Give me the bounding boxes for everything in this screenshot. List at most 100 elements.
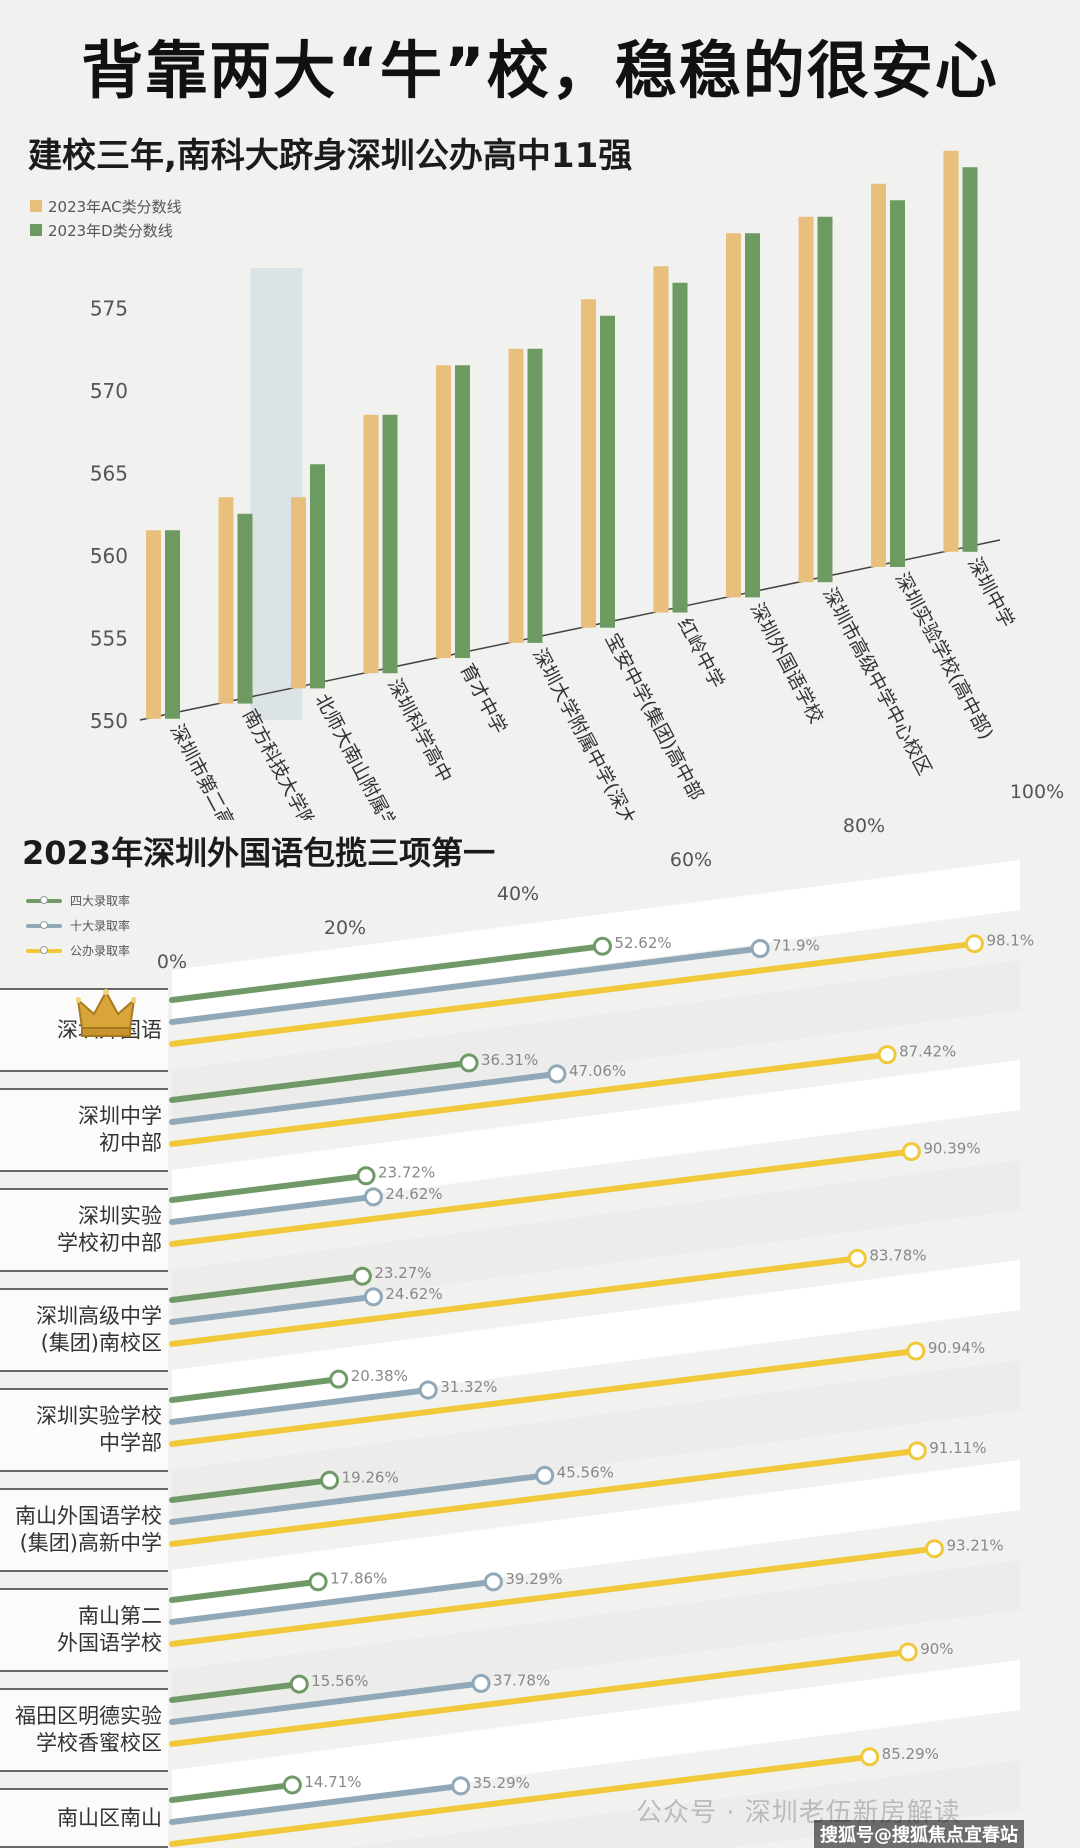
rate-value-top4: 36.31% — [481, 1051, 538, 1069]
y-tick-label: 555 — [90, 627, 128, 651]
rate-line-top10 — [169, 1070, 560, 1125]
bar-chart: 550555560565570575深圳市第二高级中学南方科技大学附属中学北师大… — [90, 150, 1018, 820]
rate-value-public: 83.78% — [869, 1246, 926, 1264]
legend-swatch-ac — [30, 200, 42, 212]
school-name-line: 南山第二 — [78, 1604, 162, 1628]
rate-line-top4 — [169, 1477, 333, 1503]
rate-line-top10 — [169, 1193, 377, 1225]
rate-point-top10 — [363, 1187, 383, 1207]
rate-point-public — [901, 1142, 921, 1162]
rate-point-public — [877, 1045, 897, 1065]
school-label: 深圳高级中学 (集团)南校区 — [0, 1288, 168, 1372]
rate-value-top10: 24.62% — [385, 1285, 442, 1303]
y-tick-label: 565 — [90, 462, 128, 486]
legend-item-public: 公办录取率 — [26, 938, 130, 963]
rate-value-top10: 71.9% — [772, 936, 820, 954]
row-band — [172, 1460, 1020, 1620]
rate-point-public — [898, 1642, 918, 1662]
rate-line-top10 — [169, 1472, 548, 1525]
bar-d — [382, 414, 398, 674]
rate-line-top4 — [169, 1376, 342, 1403]
legend-item-ac: 2023年AC类分数线 — [30, 194, 182, 218]
school-name-line: (集团)高新中学 — [19, 1531, 162, 1555]
rate-line-top10 — [169, 1578, 497, 1625]
bar-ac — [943, 150, 959, 552]
rate-chart-title: 2023年深圳外国语包揽三项第一 — [22, 834, 496, 872]
rate-line-top10 — [169, 945, 764, 1025]
rate-value-public: 90% — [920, 1640, 953, 1658]
x-axis-line — [139, 539, 1001, 721]
rate-point-top10 — [483, 1572, 503, 1592]
rate-point-top10 — [535, 1465, 555, 1485]
rate-line-top10 — [169, 1782, 464, 1825]
rate-value-public: 87.42% — [899, 1043, 956, 1061]
bar-d — [310, 464, 325, 689]
x-tick-label: 60% — [670, 849, 712, 871]
rate-point-top4 — [320, 1470, 340, 1490]
rate-value-top4: 23.27% — [374, 1264, 431, 1282]
y-tick-label: 560 — [90, 544, 128, 568]
bar-ac — [146, 530, 161, 719]
rate-chart-legend: 四大录取率 十大录取率 公办录取率 — [26, 888, 130, 963]
rate-point-public — [964, 934, 984, 954]
bar-ac — [871, 183, 886, 567]
row-band — [172, 1160, 1020, 1320]
bar-ac — [436, 365, 451, 659]
bar-ac — [653, 266, 669, 613]
school-name-line: 深圳中学 — [78, 1104, 162, 1128]
y-tick-label: 575 — [90, 297, 128, 321]
rate-value-top10: 47.06% — [569, 1062, 626, 1080]
school-name-line: 中学部 — [99, 1431, 162, 1455]
rate-point-public — [907, 1441, 927, 1461]
rate-line-public — [169, 1051, 891, 1147]
rate-point-top4 — [352, 1266, 372, 1286]
rate-value-public: 90.94% — [928, 1339, 985, 1357]
legend-label-d: 2023年D类分数线 — [48, 221, 173, 240]
rate-point-public — [860, 1747, 880, 1767]
legend-label-public: 公办录取率 — [70, 944, 131, 958]
legend-label-top4: 四大录取率 — [70, 894, 131, 908]
y-tick-label: 550 — [90, 709, 128, 733]
rate-value-public: 91.11% — [929, 1439, 986, 1457]
bar-d — [745, 233, 760, 598]
crown-icon — [76, 989, 136, 1037]
rate-value-top10: 45.56% — [557, 1463, 614, 1481]
school-name-line: 南山区南山 — [57, 1805, 162, 1830]
row-band — [172, 1060, 1020, 1220]
bar-ac — [581, 299, 596, 628]
bar-d — [600, 315, 615, 628]
bar-d — [962, 167, 978, 552]
rate-line-public — [169, 1348, 919, 1447]
school-label: 深圳实验 学校初中部 — [0, 1188, 168, 1272]
rate-value-top4: 17.86% — [330, 1570, 387, 1588]
rate-value-top4: 15.56% — [311, 1672, 368, 1690]
rate-value-top10: 35.29% — [473, 1774, 530, 1792]
school-name-line: (集团)南校区 — [40, 1331, 162, 1355]
school-label: 南山区南山 — [0, 1788, 168, 1848]
school-label: 南山外国语学校 (集团)高新中学 — [0, 1488, 168, 1572]
rate-value-top10: 39.29% — [505, 1570, 562, 1588]
bar-d — [237, 513, 253, 704]
x-tick-label: 0% — [157, 951, 187, 973]
bar-chart-title: 建校三年,南科大跻身深圳公办高中11强 — [28, 136, 633, 176]
rate-point-top4 — [329, 1369, 349, 1389]
rate-line-top10 — [169, 1293, 377, 1325]
rate-value-top10: 37.78% — [493, 1671, 550, 1689]
legend-label-top10: 十大录取率 — [70, 919, 131, 933]
rate-point-top10 — [547, 1064, 567, 1084]
rate-value-public: 93.21% — [946, 1537, 1003, 1555]
rate-value-top4: 52.62% — [614, 934, 671, 952]
rate-point-top4 — [308, 1572, 328, 1592]
rate-point-top10 — [418, 1380, 438, 1400]
school-name-line: 深圳实验学校 — [36, 1404, 162, 1428]
rate-value-top4: 19.26% — [342, 1468, 399, 1486]
rate-point-top4 — [289, 1674, 309, 1694]
school-name-line: 深圳高级中学 — [36, 1304, 162, 1328]
school-label: 福田区明德实验 学校香蜜校区 — [0, 1688, 168, 1772]
bar-d — [817, 216, 833, 583]
bar-d — [527, 348, 543, 643]
bar-ac — [291, 497, 306, 689]
rate-line-public — [169, 1545, 938, 1647]
rate-line-public — [169, 1255, 861, 1347]
